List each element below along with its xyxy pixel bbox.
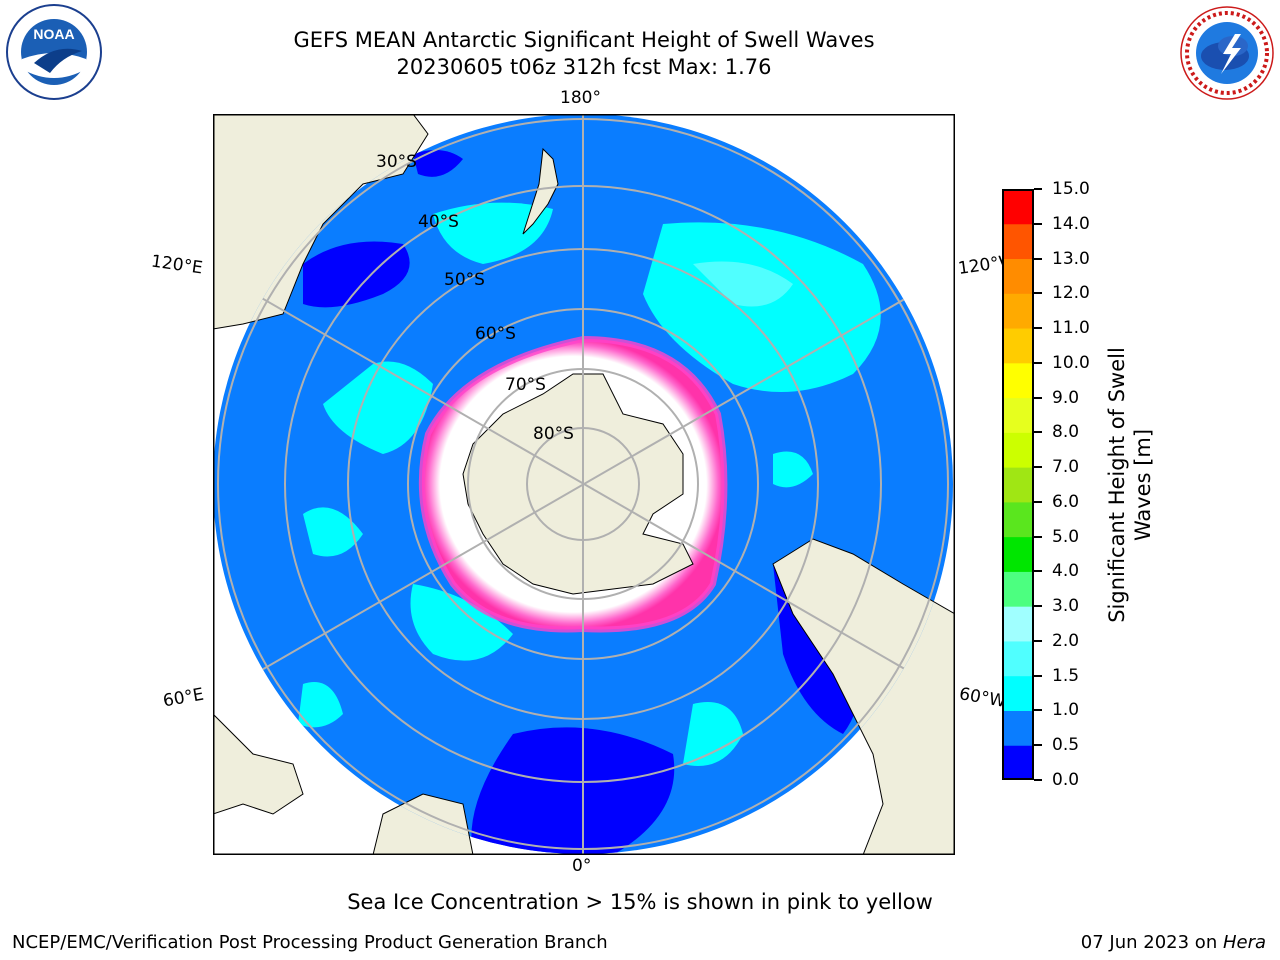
colorbar-tick-label: 1.5	[1052, 665, 1080, 686]
colorbar-tick-label: 15.0	[1052, 179, 1090, 199]
colorbar-tick-label: 8.0	[1052, 422, 1080, 443]
colorbar-swatch	[1002, 467, 1034, 503]
colorbar-tick	[1034, 292, 1042, 295]
colorbar-swatches	[1002, 189, 1034, 781]
lon-label-180: 180°	[560, 88, 601, 108]
colorbar-tick	[1034, 674, 1042, 677]
lat-label-80s: 80°S	[533, 424, 574, 444]
colorbar-title-line1: Significant Height of Swell	[1105, 347, 1129, 623]
colorbar-tick-label: 0.5	[1052, 735, 1080, 756]
lon-label-120e: 120°E	[149, 251, 204, 279]
colorbar	[1002, 189, 1034, 781]
colorbar-swatch	[1002, 675, 1034, 711]
colorbar-tick	[1034, 361, 1042, 364]
lat-label-70s: 70°S	[505, 375, 546, 395]
colorbar-swatch	[1002, 606, 1034, 642]
polar-map	[213, 114, 955, 855]
colorbar-tick	[1034, 257, 1042, 260]
national-weather-service-logo-icon	[1177, 4, 1277, 106]
colorbar-swatch	[1002, 223, 1034, 260]
machine-name: Hera	[1222, 932, 1266, 953]
colorbar-tick	[1034, 396, 1042, 399]
map-border	[213, 114, 955, 855]
colorbar-tick	[1034, 605, 1042, 608]
date-prefix: 07 Jun 2023 on	[1080, 932, 1223, 953]
lon-label-60w: 60°W	[957, 684, 1008, 712]
new-zealand-landmass	[522, 147, 559, 235]
colorbar-tick-label: 1.0	[1052, 700, 1080, 721]
colorbar-tick-label: 5.0	[1052, 526, 1080, 547]
colorbar-tick	[1034, 535, 1042, 538]
lon-label-0: 0°	[572, 856, 592, 876]
colorbar-swatch	[1002, 536, 1034, 572]
colorbar-tick	[1034, 500, 1042, 503]
colorbar-swatch	[1002, 397, 1034, 433]
colorbar-tick	[1034, 188, 1042, 190]
colorbar-title-line2: Waves [m]	[1131, 428, 1155, 542]
colorbar-tick-label: 11.0	[1052, 318, 1090, 339]
colorbar-tick-label: 6.0	[1052, 491, 1080, 512]
colorbar-tick	[1034, 570, 1042, 573]
colorbar-swatch	[1002, 432, 1034, 468]
colorbar-swatch	[1002, 189, 1034, 225]
colorbar-tick	[1034, 709, 1042, 712]
colorbar-swatch	[1002, 501, 1034, 538]
colorbar-tick-label: 7.0	[1052, 457, 1080, 478]
lon-label-60e: 60°E	[161, 684, 206, 712]
colorbar-tick-label: 2.0	[1052, 630, 1080, 651]
colorbar-swatch	[1002, 328, 1034, 364]
colorbar-swatch	[1002, 258, 1034, 294]
colorbar-tick-label: 9.0	[1052, 387, 1080, 408]
colorbar-swatch	[1002, 571, 1034, 607]
lat-label-30s: 30°S	[376, 152, 417, 172]
meridian-lines	[213, 114, 953, 854]
colorbar-tick	[1034, 431, 1042, 434]
colorbar-tick	[1034, 327, 1042, 330]
lat-label-50s: 50°S	[444, 270, 485, 290]
colorbar-swatch	[1002, 745, 1034, 781]
lat-label-60s: 60°S	[475, 324, 516, 344]
sea-ice-note: Sea Ice Concentration > 15% is shown in …	[347, 890, 933, 914]
colorbar-tick	[1034, 222, 1042, 225]
colorbar-tick	[1034, 639, 1042, 642]
colorbar-tick-label: 0.0	[1052, 770, 1080, 790]
colorbar-tick-label: 3.0	[1052, 596, 1080, 617]
colorbar-swatch	[1002, 293, 1034, 329]
colorbar-tick-label: 4.0	[1052, 561, 1080, 582]
colorbar-tick-label: 12.0	[1052, 283, 1090, 304]
chart-title: GEFS MEAN Antarctic Significant Height o…	[293, 28, 875, 52]
noaa-logo-icon: NOAA	[4, 3, 104, 105]
lat-label-40s: 40°S	[418, 212, 459, 232]
colorbar-tick	[1034, 466, 1042, 469]
colorbar-tick	[1034, 779, 1042, 781]
colorbar-tick-label: 14.0	[1052, 213, 1090, 234]
noaa-logo-text: NOAA	[33, 26, 74, 42]
colorbar-swatch	[1002, 640, 1034, 677]
colorbar-swatch	[1002, 710, 1034, 746]
colorbar-swatch	[1002, 362, 1034, 399]
colorbar-title: Significant Height of Swell Waves [m]	[1104, 347, 1156, 623]
colorbar-tick-label: 13.0	[1052, 248, 1090, 269]
chart-subtitle: 20230605 t06z 312h fcst Max: 1.76	[396, 55, 772, 79]
colorbar-tick-label: 10.0	[1052, 352, 1090, 373]
credit-text: NCEP/EMC/Verification Post Processing Pr…	[12, 932, 608, 953]
date-text: 07 Jun 2023 on Hera	[1081, 932, 1266, 953]
map-frame	[213, 114, 955, 855]
colorbar-tick	[1034, 744, 1042, 747]
